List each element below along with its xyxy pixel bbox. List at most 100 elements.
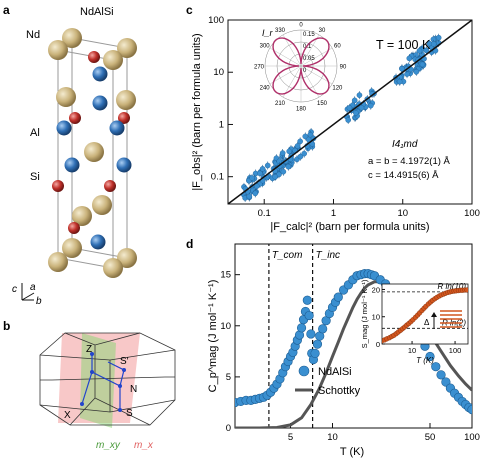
chart-c-fit-line	[228, 20, 472, 204]
chart-c-point	[419, 61, 426, 68]
chart-d-legend: NdAlSi Schottky	[295, 365, 361, 397]
atom-nd	[92, 195, 112, 215]
chart-d-vline-label: T_inc	[316, 250, 340, 261]
inset-hline-label: R ln(10)	[438, 282, 467, 291]
chart-d-xtick-label: 5	[288, 432, 293, 443]
atom-al	[92, 95, 108, 111]
chart-c-xtick-label: 0.1	[258, 208, 271, 219]
polar-spoke	[269, 47, 302, 67]
atom-al	[116, 157, 132, 173]
chart-c-point	[297, 153, 304, 160]
crystal-title: NdAlSi	[80, 6, 114, 18]
polar-spoke	[282, 65, 302, 98]
atom-al	[92, 66, 108, 82]
chart-d-frame	[234, 243, 473, 429]
polar-angle-label: 300	[260, 44, 271, 50]
bz-point-z: Z	[86, 344, 92, 355]
polar-spoke	[300, 34, 320, 67]
atom-nd	[62, 28, 82, 48]
chart-c-point	[272, 174, 278, 180]
axis-label-a: a	[30, 282, 36, 293]
legend-marker-ndalsi	[298, 365, 310, 377]
chart-c-point	[423, 47, 430, 54]
atom-al	[109, 120, 125, 136]
chart-c-xtick-label: 10	[397, 208, 408, 219]
inset-ytick-label: 0	[376, 340, 380, 349]
polar-angle-label: 60	[334, 44, 341, 50]
polar-radial-label: 0.15	[303, 32, 315, 38]
polar-curve	[272, 37, 330, 95]
polar-inset-label: I_r	[262, 28, 274, 38]
chart-d-ytick-label: 5	[226, 372, 231, 383]
atom-nd	[84, 142, 104, 162]
chart-c-point	[279, 150, 286, 156]
chart-d-vline-label: T_com	[272, 250, 303, 261]
chart-c-point	[259, 166, 266, 172]
chart-d-point	[312, 339, 323, 349]
atom-label-nd: Nd	[26, 29, 40, 41]
atom-al	[64, 157, 80, 173]
legend-label-schottky: Schottky	[318, 385, 361, 397]
polar-angle-label: 150	[317, 101, 328, 107]
panel-label-a: a	[3, 3, 10, 17]
chart-c-point	[356, 92, 363, 98]
chart-c-point	[399, 65, 405, 72]
chart-c-ticks: 0.1 1 10 100 0.1 1 10 100	[208, 15, 480, 219]
chart-c-points	[241, 33, 442, 202]
bz-point-n: N	[130, 384, 137, 395]
chart-d-point	[304, 310, 314, 321]
atom-nd	[48, 40, 68, 60]
crystal-atoms	[48, 28, 137, 278]
legend-label-ndalsi: NdAlSi	[318, 366, 352, 378]
atom-nd	[56, 87, 76, 107]
bz-points	[80, 352, 126, 412]
polar-radial-label: 0	[303, 68, 307, 74]
polar-angle-label: 210	[275, 101, 286, 107]
inset-point	[464, 287, 468, 293]
polar-inset: 0 30 60 90 120 150 180 210 240 270 300 330 0.15 0.1 0.…	[254, 23, 347, 113]
chart-d-point	[296, 323, 307, 333]
plane-label-mxy: m_xy	[96, 440, 121, 451]
chart-c-point	[249, 175, 255, 181]
polar-angle-label: 90	[340, 65, 347, 71]
panel-label-b: b	[3, 319, 10, 333]
chart-c-point	[413, 68, 420, 75]
inset-xlabel: T (K)	[416, 356, 434, 365]
chart-c-point	[351, 97, 358, 104]
inset-xtick-label: 100	[449, 346, 462, 355]
chart-c-point	[280, 168, 287, 175]
chart-c-point	[416, 48, 423, 54]
bz-point-x: X	[64, 410, 71, 421]
chart-c-temperature: T = 100 K	[376, 38, 431, 52]
atom-nd	[116, 90, 136, 110]
chart-c-point	[353, 110, 359, 116]
chart-c-point	[302, 133, 309, 140]
chart-d-ytick-label: 15	[220, 270, 231, 281]
chart-c-xtick-label: 1	[331, 208, 336, 219]
inset-ylabel: S_mag (J mol⁻¹ K⁻¹)	[360, 279, 369, 348]
chart-c-point	[257, 170, 263, 177]
polar-spoke	[282, 34, 302, 67]
chart-c-point	[286, 148, 292, 155]
chart-c: 0.1 1 10 100 0.1 1 10 100 0 30 60 90 120 150 180 210 24…	[191, 15, 480, 233]
chart-d-point	[436, 370, 446, 380]
chart-d-point	[441, 377, 451, 387]
chart-c-ylabel: |F_obs|² (barn per formula units)	[191, 33, 203, 190]
chart-c-point	[396, 78, 403, 85]
chart-c-point	[264, 162, 271, 169]
chart-c-point	[430, 41, 437, 47]
atom-si	[118, 112, 130, 124]
atom-nd	[103, 258, 123, 278]
chart-c-xlabel: |F_calc|² (barn per formula units)	[270, 221, 429, 233]
inset-ytick-label: 20	[372, 285, 380, 294]
chart-c-point	[254, 183, 260, 189]
chart-c-point	[346, 105, 353, 111]
chart-c-point	[406, 55, 413, 62]
chart-c-point	[294, 143, 301, 149]
chart-c-lattice-a: a = b = 4.1972(1) Å	[368, 156, 451, 167]
atom-al	[90, 234, 106, 250]
chart-d-point	[310, 348, 320, 358]
chart-c-frame	[227, 19, 473, 205]
